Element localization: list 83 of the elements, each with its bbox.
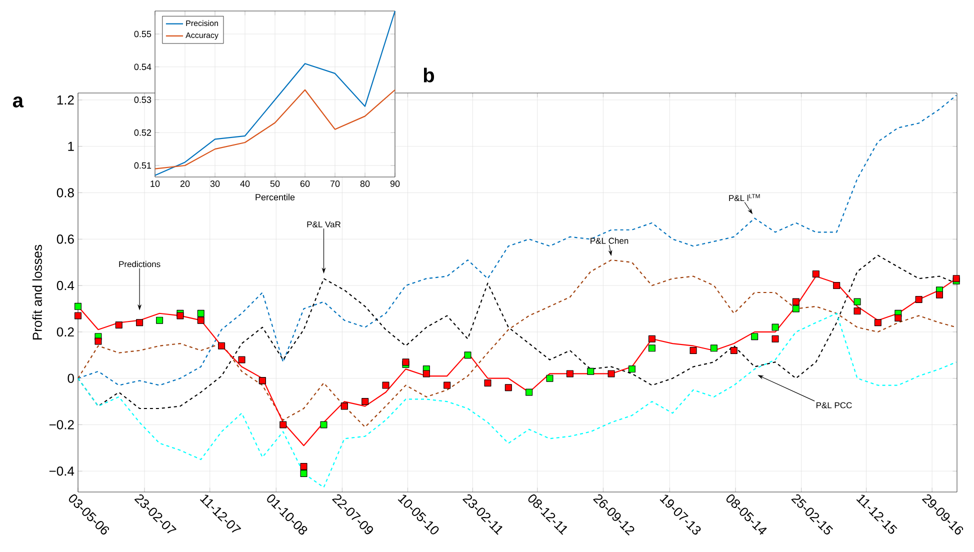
point	[94, 338, 102, 345]
y-tick-label: 0.51	[134, 162, 152, 169]
point	[444, 382, 451, 389]
y-tick-label: 1	[68, 142, 74, 151]
y-tick-label: 0.8	[56, 188, 74, 198]
y-tick-label: 1.2	[57, 95, 74, 104]
x-tick-label: 80	[360, 180, 370, 187]
x-axis-title: Percentile	[256, 194, 295, 200]
text: Predictions	[119, 260, 160, 268]
point	[300, 462, 308, 470]
y-tick-label: 0.6	[56, 234, 74, 244]
y-axis-title: Profit and losses	[32, 244, 42, 340]
text: P&L PCC	[816, 402, 852, 408]
point	[894, 314, 902, 322]
point	[197, 316, 204, 324]
y-tick-label: 0.54	[134, 64, 152, 70]
point	[628, 366, 636, 373]
point	[792, 298, 800, 306]
y-tick-label: 0	[68, 374, 74, 383]
point	[280, 421, 287, 428]
line-series	[77, 94, 957, 386]
point	[156, 316, 164, 324]
y-tick-label: 0.55	[134, 30, 152, 38]
x-tick-label: 20	[180, 180, 190, 187]
point	[74, 302, 82, 310]
y-tick-label: 0.52	[134, 129, 152, 136]
y-tick-label: 0.53	[134, 96, 152, 103]
point	[690, 346, 697, 354]
x-tick-label: 90	[390, 180, 400, 187]
y-tick-label: 0.2	[56, 327, 74, 337]
point	[608, 370, 615, 378]
point	[484, 379, 492, 386]
legend-label: Precision	[186, 20, 218, 26]
point	[936, 291, 943, 298]
x-tick-label: 40	[240, 180, 250, 187]
point	[587, 368, 594, 375]
point	[74, 312, 82, 320]
point	[422, 370, 430, 378]
x-tick-label: 50	[270, 180, 280, 187]
point	[874, 319, 882, 326]
point	[772, 335, 779, 342]
point	[915, 296, 922, 303]
x-tick-label: 60	[300, 180, 310, 187]
point	[464, 352, 472, 359]
point	[300, 470, 308, 477]
text: P&L VaR	[307, 221, 341, 228]
point	[751, 333, 758, 340]
x-tick-label: 70	[330, 180, 340, 187]
point	[362, 398, 369, 406]
point	[382, 382, 390, 389]
point	[710, 344, 718, 352]
point	[115, 321, 122, 328]
point	[812, 270, 820, 278]
x-tick-label: 30	[210, 180, 220, 187]
text: P&L Chen	[590, 238, 628, 244]
point	[504, 384, 512, 392]
point	[854, 308, 861, 315]
text: P&L l$^{LTM}$	[729, 194, 760, 202]
point	[772, 324, 779, 331]
point	[566, 370, 574, 378]
point	[136, 319, 144, 326]
point	[526, 388, 533, 396]
point	[854, 298, 861, 306]
y-tick-label: −0.2	[49, 420, 74, 430]
point	[238, 356, 246, 364]
point	[546, 374, 554, 382]
text: b	[424, 68, 434, 82]
point	[176, 312, 184, 320]
chart-title: a	[12, 96, 24, 108]
point	[648, 335, 656, 342]
point	[218, 342, 226, 350]
point	[833, 282, 840, 290]
point	[792, 305, 800, 312]
point	[730, 346, 738, 354]
line-series	[154, 89, 396, 170]
line-series	[77, 312, 957, 488]
point	[648, 344, 656, 352]
point	[197, 310, 204, 317]
x-tick-label: 10	[150, 180, 160, 187]
point	[320, 421, 328, 428]
y-tick-label: −0.4	[49, 466, 74, 476]
y-tick-label: 0.4	[56, 280, 74, 290]
legend-label: Accuracy	[186, 32, 218, 40]
